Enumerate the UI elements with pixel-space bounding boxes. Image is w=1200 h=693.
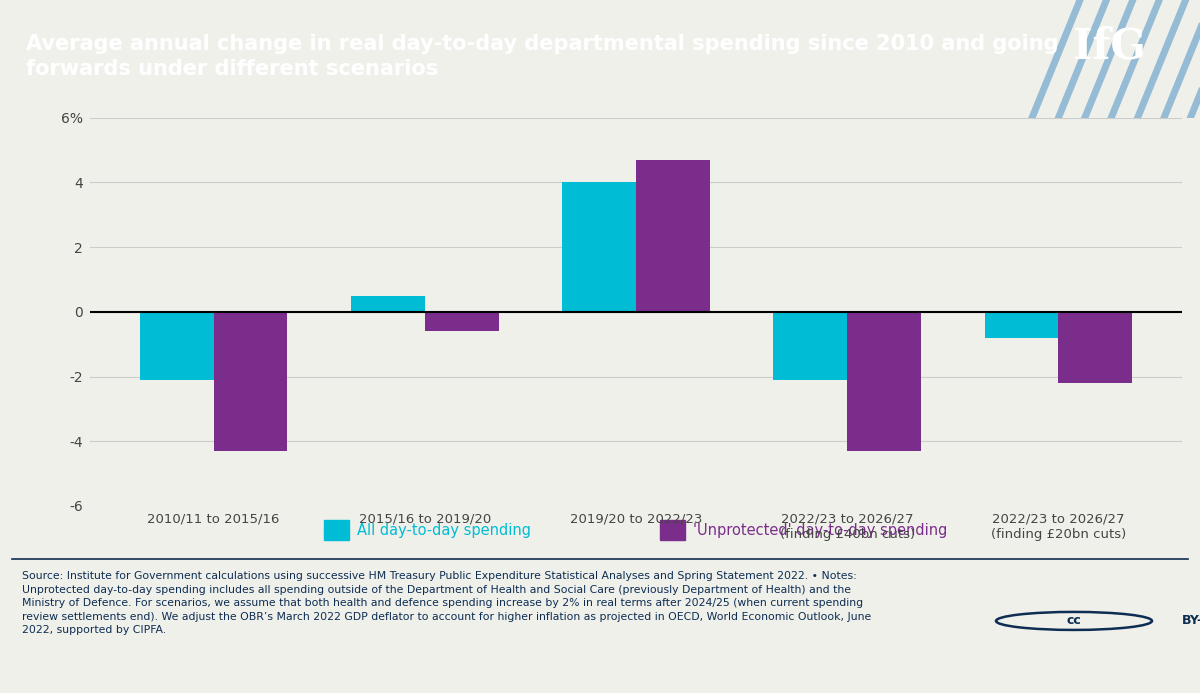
Bar: [773, 312, 847, 380]
Text: All day-to-day spending: All day-to-day spending: [358, 523, 532, 538]
Text: 'Unprotected' day-to-day spending: 'Unprotected' day-to-day spending: [694, 523, 948, 538]
Bar: [350, 296, 425, 312]
Bar: [984, 312, 1058, 337]
Bar: [562, 182, 636, 312]
Bar: [660, 520, 685, 540]
Text: Average annual change in real day-to-day departmental spending since 2010 and go: Average annual change in real day-to-day…: [26, 34, 1058, 80]
Text: BY-NC: BY-NC: [1182, 615, 1200, 627]
Bar: [847, 312, 922, 451]
Text: cc: cc: [1067, 615, 1081, 627]
Bar: [636, 160, 710, 312]
Text: IfG: IfG: [1073, 26, 1146, 68]
Bar: [1058, 312, 1133, 383]
Text: Source: Institute for Government calculations using successive HM Treasury Publi: Source: Institute for Government calcula…: [22, 571, 871, 635]
Bar: [214, 312, 288, 451]
Bar: [139, 312, 214, 380]
Bar: [324, 520, 349, 540]
Bar: [425, 312, 499, 331]
